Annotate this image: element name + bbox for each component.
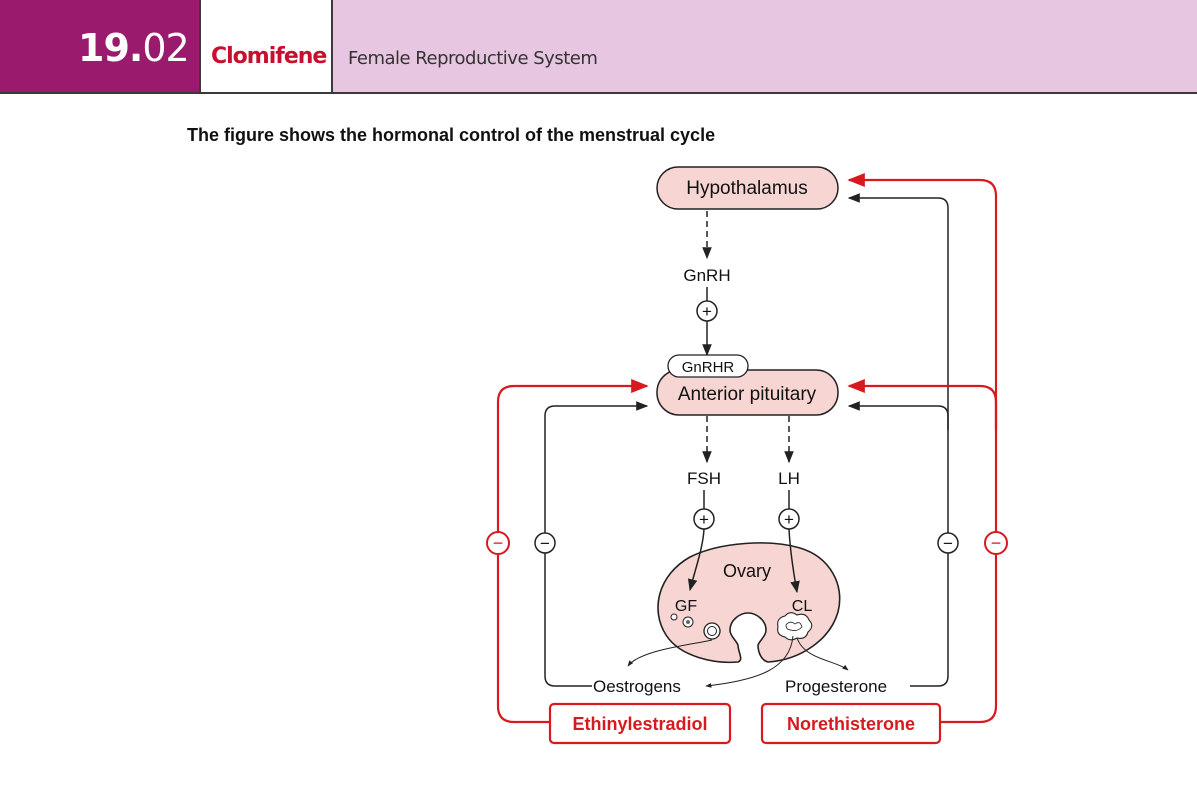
cl-to-oestrogens-arrow — [705, 635, 794, 688]
norethisterone-box: Norethisterone — [760, 702, 942, 745]
follicle-to-oestrogens-arrow — [627, 639, 713, 667]
cl-to-progesterone-arrow — [796, 637, 849, 671]
norethisterone-feedback-to-pituitary — [847, 378, 998, 430]
minus-sign: − — [540, 534, 550, 553]
gnrh-stimulation-sign: + — [696, 300, 718, 322]
ethinylestradiol-feedback-loop — [496, 378, 649, 724]
chapter-number: 19.02 — [0, 0, 199, 92]
plus-sign: + — [702, 302, 712, 321]
minus-sign: − — [991, 533, 1002, 553]
growing-follicles-icon — [670, 613, 721, 640]
ethinylestradiol-label: Ethinylestradiol — [572, 714, 707, 734]
ethinylestradiol-box: Ethinylestradiol — [548, 702, 732, 745]
cl-label: CL — [792, 598, 813, 615]
progesterone-label: Progesterone — [785, 677, 887, 696]
norethisterone-feedback-to-hypothalamus — [847, 172, 998, 724]
chapter-number-rest: 02 — [142, 26, 189, 70]
oestrogen-inhibition-sign: − — [534, 532, 556, 554]
lh-to-cl-arrow — [788, 528, 800, 594]
fsh-stimulation-sign: + — [693, 508, 715, 530]
chapter-number-bold: 19. — [78, 26, 143, 70]
drug-name: Clomifene — [211, 44, 327, 69]
lh-label: LH — [778, 469, 800, 488]
oestrogen-feedback-loop — [544, 401, 649, 687]
ovary-node: Ovary GF CL — [657, 542, 841, 664]
oestrogens-label: Oestrogens — [593, 677, 681, 696]
hypothalamus-node: Hypothalamus — [656, 166, 839, 210]
norethisterone-inhibition-sign: − — [984, 531, 1008, 555]
plus-sign: + — [699, 510, 709, 529]
gnrh-label: GnRH — [683, 266, 730, 285]
plus-sign: + — [784, 510, 794, 529]
norethisterone-label: Norethisterone — [787, 714, 915, 734]
minus-sign: − — [943, 534, 953, 553]
header-separator — [199, 0, 201, 92]
fsh-to-gf-arrow — [687, 528, 705, 592]
system-name: Female Reproductive System — [348, 48, 598, 69]
progesterone-feedback-to-pituitary — [847, 401, 949, 430]
lh-stimulation-sign: + — [778, 508, 800, 530]
anterior-pituitary-label: Anterior pituitary — [678, 384, 817, 405]
gf-label: GF — [675, 598, 697, 615]
progesterone-feedback-to-hypothalamus — [847, 193, 949, 687]
minus-sign: − — [493, 533, 504, 553]
header-rule — [0, 92, 1197, 94]
hypothalamus-label: Hypothalamus — [686, 178, 807, 199]
gnrhr-receptor: GnRHR — [667, 354, 749, 378]
progesterone-inhibition-sign: − — [937, 532, 959, 554]
fsh-label: FSH — [687, 469, 721, 488]
figure-caption: The figure shows the hormonal control of… — [187, 125, 716, 145]
header-separator — [331, 0, 333, 92]
gnrhr-label: GnRHR — [682, 359, 735, 376]
drug-name-cell: Clomifene — [201, 0, 331, 92]
anterior-pituitary-node: Anterior pituitary — [656, 369, 839, 416]
corpus-luteum-icon — [777, 612, 813, 641]
ethinylestradiol-inhibition-sign: − — [486, 531, 510, 555]
system-cell: Female Reproductive System — [333, 0, 1197, 92]
ovary-label: Ovary — [723, 561, 771, 581]
